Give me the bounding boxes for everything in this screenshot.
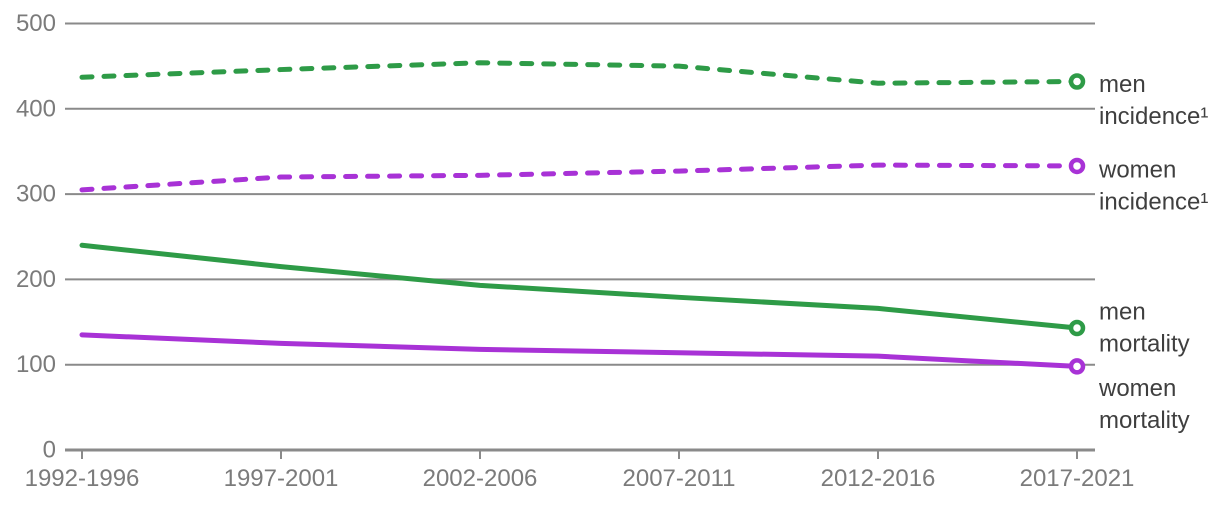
series-end-marker-men-incidence: [1068, 73, 1086, 90]
series-label-women-incidence-line2: incidence¹: [1099, 188, 1208, 215]
y-tick-label-0: 0: [43, 437, 56, 464]
series-label-women-incidence-line1: women: [1098, 156, 1176, 183]
x-tick-label: 2002-2006: [423, 465, 538, 492]
x-tick-label: 2007-2011: [623, 465, 736, 492]
series-line-men-mortality: [79, 242, 1080, 331]
series-end-marker-women-mortality: [1068, 358, 1086, 375]
x-tick-label: 1992-1996: [25, 465, 140, 492]
series-label-women-mortality-line1: women: [1098, 375, 1176, 402]
series-label-men-incidence-line2: incidence¹: [1099, 103, 1208, 130]
series-line-women-mortality: [79, 332, 1080, 369]
series-end-marker-women-incidence: [1068, 157, 1086, 175]
series-end-marker-men-mortality: [1068, 319, 1086, 337]
x-tick-label: 2017-2021: [1020, 465, 1135, 492]
series-label-men-mortality-line2: mortality: [1099, 331, 1190, 358]
x-tick-label: 1997-2001: [224, 465, 339, 492]
series-label-men-mortality-line1: men: [1099, 299, 1146, 326]
y-tick-label-500: 500: [16, 10, 56, 37]
y-tick-label-300: 300: [16, 181, 56, 208]
x-tick-label: 2012-2016: [821, 465, 936, 492]
series-label-women-mortality-line2: mortality: [1099, 407, 1190, 434]
series-line-men-incidence: [79, 60, 1080, 86]
series-label-men-incidence-line1: men: [1099, 71, 1146, 98]
y-tick-label-400: 400: [16, 95, 56, 122]
series-line-women-incidence: [79, 162, 1080, 193]
y-tick-label-200: 200: [16, 266, 56, 293]
y-tick-label-100: 100: [16, 351, 56, 378]
